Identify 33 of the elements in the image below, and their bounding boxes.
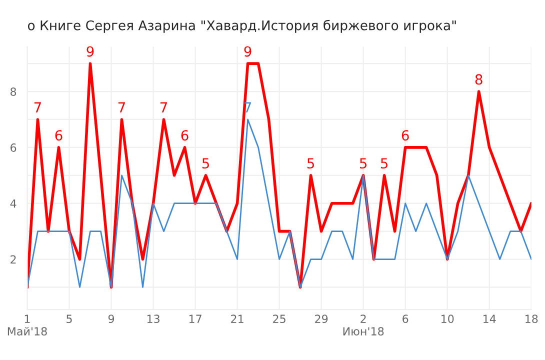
x-tick-label: 29 (315, 314, 328, 324)
x-tick-label: 21 (231, 314, 244, 323)
x-tick-label: 18 (526, 314, 538, 324)
y-tick-label: 6 (10, 143, 16, 152)
x-tick-label: 17 (189, 314, 202, 323)
data-label: 5 (360, 158, 367, 169)
y-tick-label: 8 (10, 88, 16, 96)
line-series (27, 62, 532, 289)
x-tick-label: 6 (402, 314, 408, 324)
data-label: 7 (118, 102, 126, 112)
line-series (27, 118, 532, 288)
data-label: 6 (402, 130, 409, 141)
chart-title: о Книге Сергея Азарина "Хавард.История биржевого игрока" (28, 20, 456, 33)
x-tick-label: 14 (484, 314, 496, 323)
x-tick-label: 25 (273, 314, 286, 324)
data-label: 5 (307, 158, 314, 169)
y-tick-label: 4 (10, 199, 16, 208)
x-tick-label: 9 (108, 314, 114, 324)
data-label: 8 (475, 74, 482, 85)
x-tick-label: 1 Май'18 (8, 314, 47, 336)
data-label: 7 (160, 102, 168, 112)
x-tick-label: 10 (442, 314, 454, 324)
data-label: 9 (86, 46, 94, 57)
y-tick-label: 2 (10, 255, 16, 264)
x-tick-label: 13 (147, 314, 160, 324)
data-label: 5 (202, 158, 209, 169)
x-tick-label: 2 Июн'18 (343, 314, 384, 336)
data-label: 6 (55, 130, 62, 141)
data-label: 5 (380, 158, 388, 169)
data-label: 9 (244, 46, 252, 57)
data-label: 7 (34, 102, 41, 112)
data-label: 6 (181, 130, 188, 141)
x-tick-label: 5 (66, 314, 72, 324)
